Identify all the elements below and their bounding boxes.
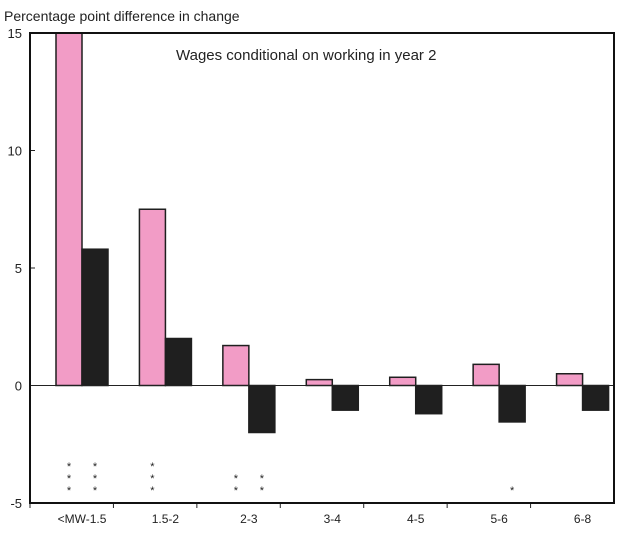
bars-layer	[55, 32, 610, 434]
bar-black-0	[81, 248, 109, 387]
significance-star-0-1-1: *	[93, 473, 98, 485]
bar-pink-2	[222, 344, 250, 387]
significance-star-2-0-1: *	[234, 473, 239, 485]
x-tick-label-4: 4-5	[407, 512, 425, 526]
bar-black-6	[581, 384, 610, 411]
y-axis-label: Percentage point difference in change	[4, 8, 240, 24]
significance-markers: **************	[67, 461, 515, 497]
y-tick-label-3: 10	[8, 144, 22, 159]
y-tick-label-1: 0	[15, 379, 22, 394]
x-tick-label-3: 3-4	[324, 512, 342, 526]
axes-layer: <MW-1.5 1.5-2 2-3 3-4 4-5 5-6 6-8 -5 0 5 10 15	[8, 26, 615, 526]
significance-star-0-1-0: *	[93, 485, 98, 497]
plot-frame	[29, 32, 615, 504]
chart-annotation: Wages conditional on working in year 2	[176, 47, 436, 64]
bar-black-2	[248, 384, 276, 434]
bar-pink-1	[138, 208, 167, 387]
bar-black-5	[498, 384, 526, 423]
bar-pink-5	[472, 363, 500, 387]
y-tick-label-4: 15	[8, 26, 22, 41]
bar-pink-0	[55, 32, 83, 387]
bar-pink-3	[305, 378, 334, 387]
significance-star-2-1-0: *	[260, 485, 265, 497]
significance-star-2-1-1: *	[260, 473, 265, 485]
x-tick-label-6: 6-8	[574, 512, 592, 526]
significance-star-0-0-0: *	[67, 485, 72, 497]
significance-star-1-0-1: *	[150, 473, 155, 485]
y-tick-label-0: -5	[10, 496, 22, 511]
significance-star-2-0-0: *	[234, 485, 239, 497]
significance-star-0-0-1: *	[67, 473, 72, 485]
bar-black-3	[331, 384, 360, 411]
significance-star-1-0-0: *	[150, 485, 155, 497]
significance-star-5-1-0: *	[510, 485, 515, 497]
bar-pink-6	[555, 373, 584, 387]
x-tick-label-2: 2-3	[240, 512, 258, 526]
y-tick-label-2: 5	[15, 261, 22, 276]
x-tick-label-5: 5-6	[490, 512, 508, 526]
significance-star-1-0-2: *	[150, 461, 155, 473]
bar-pink-4	[388, 376, 417, 387]
x-tick-label-0: <MW-1.5	[58, 512, 107, 526]
significance-star-0-1-2: *	[93, 461, 98, 473]
bar-black-1	[164, 337, 193, 387]
bar-black-4	[414, 384, 443, 415]
significance-star-0-0-2: *	[67, 461, 72, 473]
x-tick-label-1: 1.5-2	[152, 512, 180, 526]
